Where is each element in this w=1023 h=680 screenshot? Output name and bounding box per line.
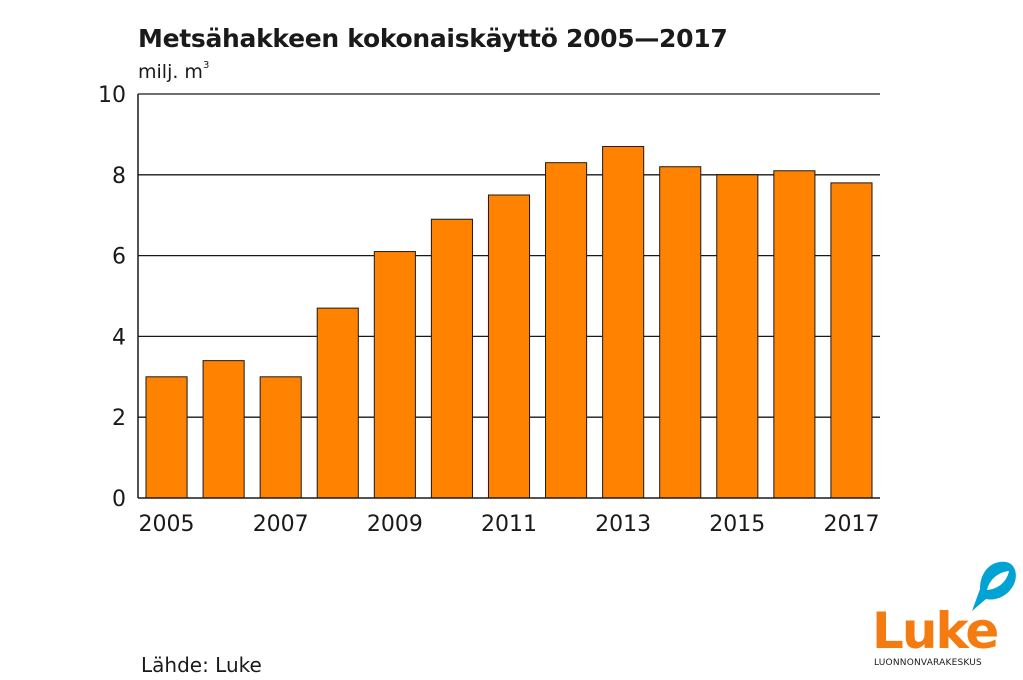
y-tick-label: 6 xyxy=(112,245,126,270)
bar-2005 xyxy=(145,376,188,499)
x-tick-label: 2017 xyxy=(823,512,879,537)
logo-wordmark: Luke xyxy=(872,602,997,660)
logo-tagline: LUONNONVARAKESKUS xyxy=(874,658,982,668)
source-note: Lähde: Luke xyxy=(141,653,262,677)
y-tick-label: 0 xyxy=(112,487,126,512)
x-tick-label: 2011 xyxy=(481,512,537,537)
y-tick-label: 8 xyxy=(112,164,126,189)
x-tick-label: 2005 xyxy=(139,512,195,537)
x-tick-label: 2009 xyxy=(367,512,423,537)
unit-superscript: 3 xyxy=(202,60,210,71)
speech-bubble-leaf-icon xyxy=(972,561,1016,611)
bar-2009 xyxy=(373,251,416,499)
y-axis-unit: milj. m3 xyxy=(138,60,209,83)
bar-2010 xyxy=(430,218,473,499)
bar-2008 xyxy=(316,307,359,499)
bar-2011 xyxy=(487,194,531,499)
y-tick-label: 10 xyxy=(98,83,126,108)
bar-2016 xyxy=(773,170,816,499)
bar-2015 xyxy=(716,174,759,499)
chart-title: Metsähakkeen kokonaiskäyttö 2005—2017 xyxy=(138,24,728,53)
y-tick-label: 2 xyxy=(112,406,126,431)
bar-2006 xyxy=(202,360,245,499)
unit-text: milj. m xyxy=(138,61,203,83)
x-tick-label: 2015 xyxy=(709,512,765,537)
bar-2014 xyxy=(659,166,702,499)
x-tick-label: 2007 xyxy=(253,512,309,537)
bar-2017 xyxy=(830,182,873,499)
bar-2013 xyxy=(602,146,645,499)
x-tick-label: 2013 xyxy=(595,512,651,537)
luke-logo: Luke LUONNONVARAKESKUS xyxy=(872,561,1016,668)
bar-2012 xyxy=(545,162,588,499)
bar-2007 xyxy=(259,376,302,499)
y-tick-label: 4 xyxy=(112,325,126,350)
